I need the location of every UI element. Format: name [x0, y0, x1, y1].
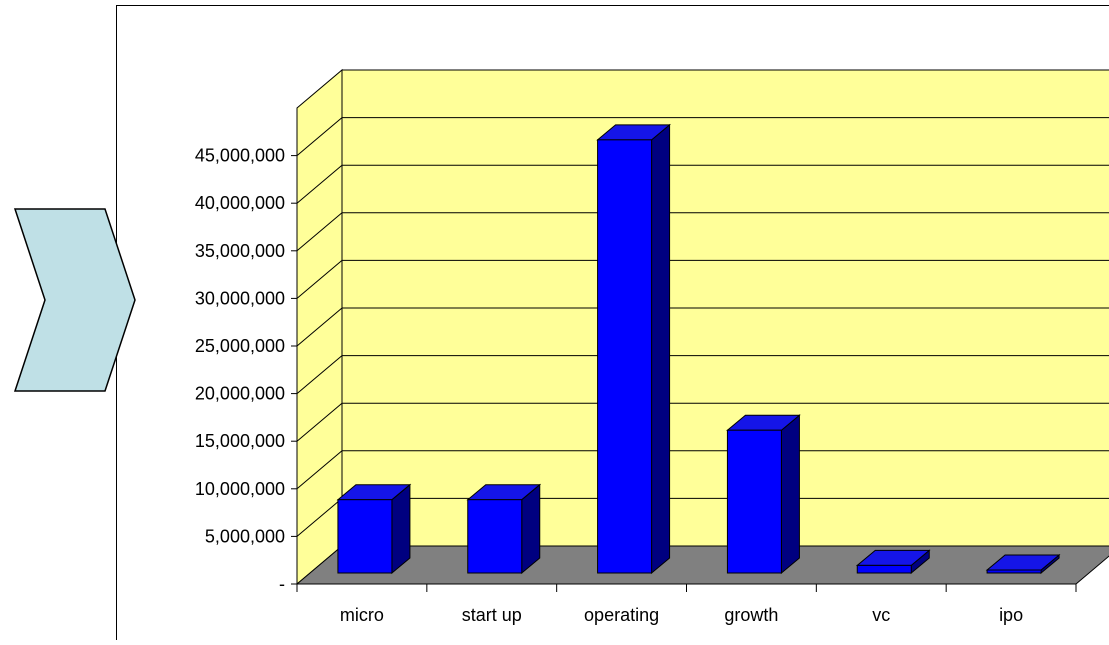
y-tick-label: 10,000,000	[195, 479, 285, 499]
y-tick-label: 20,000,000	[195, 384, 285, 404]
bar-front	[338, 500, 392, 573]
bar-side	[781, 415, 799, 573]
bar	[727, 415, 799, 573]
x-tick-label: growth	[724, 605, 778, 625]
bar-front	[857, 565, 911, 573]
x-tick-label: micro	[340, 605, 384, 625]
bar-front	[727, 430, 781, 573]
y-tick-label: -	[279, 574, 285, 594]
bar-front	[598, 140, 652, 573]
y-tick-label: 25,000,000	[195, 336, 285, 356]
bar-front	[987, 570, 1041, 573]
bar	[468, 485, 540, 573]
bar	[338, 485, 410, 573]
x-tick-label: start up	[462, 605, 522, 625]
floor	[297, 546, 1109, 584]
y-tick-label: 5,000,000	[205, 526, 285, 546]
y-tick-label: 15,000,000	[195, 431, 285, 451]
x-tick-label: operating	[584, 605, 659, 625]
x-tick-label: ipo	[999, 605, 1023, 625]
y-tick-label: 40,000,000	[195, 193, 285, 213]
bar-front	[468, 500, 522, 573]
x-tick-label: vc	[872, 605, 890, 625]
y-tick-label: 30,000,000	[195, 288, 285, 308]
bar	[598, 125, 670, 573]
bar-side	[652, 125, 670, 573]
y-tick-label: 35,000,000	[195, 241, 285, 261]
y-tick-label: 45,000,000	[195, 146, 285, 166]
chart-walls	[297, 70, 1109, 584]
